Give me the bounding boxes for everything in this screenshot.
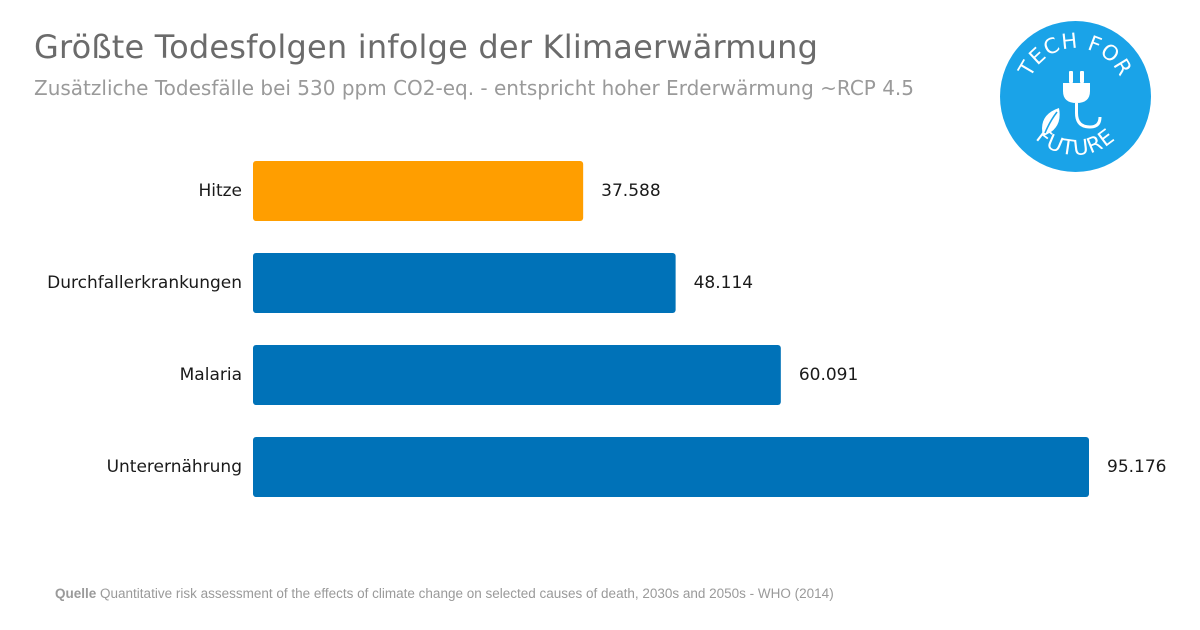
category-label-malaria: Malaria — [180, 365, 242, 385]
chart-subtitle: Zusätzliche Todesfälle bei 530 ppm CO2-e… — [34, 76, 915, 100]
value-label-unterern-hrung: 95.176 — [1107, 457, 1166, 477]
plug-icon — [1063, 71, 1102, 129]
category-label-durchfallerkrankungen: Durchfallerkrankungen — [47, 273, 242, 293]
value-label-durchfallerkrankungen: 48.114 — [694, 273, 753, 293]
category-label-unterern-hrung: Unterernährung — [107, 457, 242, 477]
bar-unterern-hrung — [253, 437, 1089, 497]
source-label: Quelle — [55, 586, 97, 601]
tech-for-future-logo: TECH FOR FUTURE — [1000, 21, 1151, 172]
bar-malaria — [253, 345, 781, 405]
source-note: Quelle Quantitative risk assessment of t… — [55, 586, 834, 601]
leaf-icon — [1042, 108, 1060, 136]
value-label-hitze: 37.588 — [601, 181, 660, 201]
category-label-hitze: Hitze — [198, 181, 242, 201]
source-text: Quantitative risk assessment of the effe… — [100, 586, 834, 601]
bar-durchfallerkrankungen — [253, 253, 676, 313]
value-label-malaria: 60.091 — [799, 365, 858, 385]
bar-hitze — [253, 161, 584, 221]
chart-title: Größte Todesfolgen infolge der Klimaerwä… — [34, 28, 819, 66]
